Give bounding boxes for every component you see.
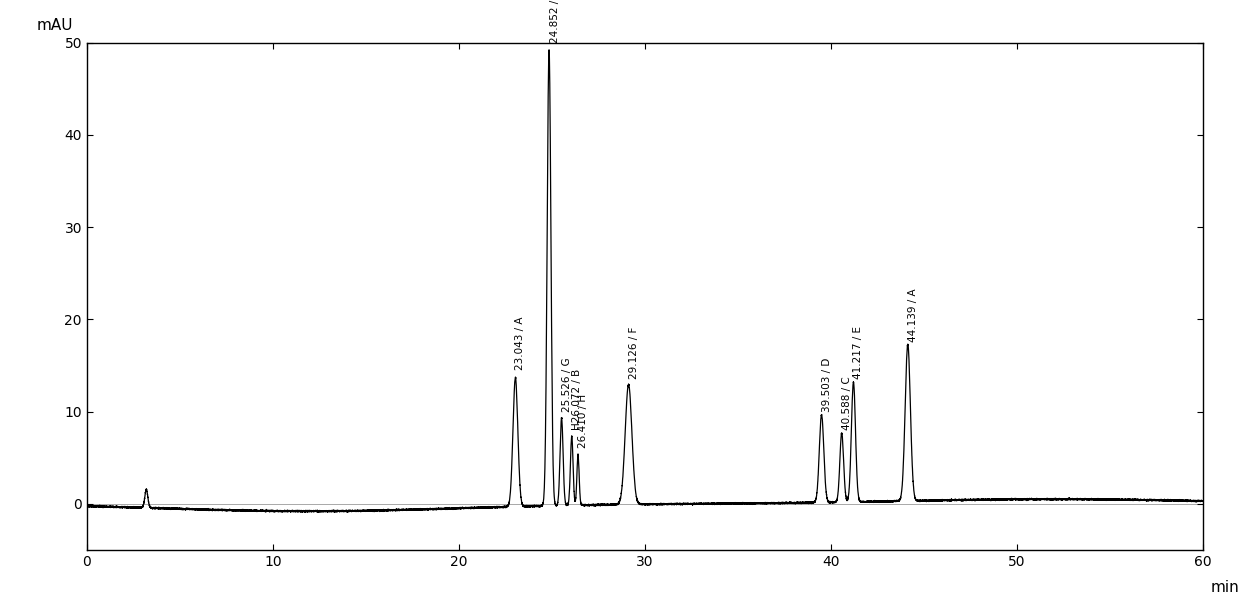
Text: 40.588 / C: 40.588 / C xyxy=(842,376,852,430)
Text: H26.072 / B: H26.072 / B xyxy=(572,369,582,430)
Text: mAU: mAU xyxy=(37,18,73,32)
Text: 44.139 / A: 44.139 / A xyxy=(908,289,918,342)
X-axis label: min: min xyxy=(1210,580,1240,595)
Text: 24.852 / G 达格列静: 24.852 / G 达格列静 xyxy=(549,0,559,43)
Text: 23.043 / A: 23.043 / A xyxy=(516,316,526,370)
Text: 41.217 / E: 41.217 / E xyxy=(853,326,863,379)
Text: 26.410 / H: 26.410 / H xyxy=(578,394,588,448)
Text: 29.126 / F: 29.126 / F xyxy=(629,327,639,379)
Text: 39.503 / D: 39.503 / D xyxy=(822,357,832,412)
Text: 25.526 / G: 25.526 / G xyxy=(562,357,572,412)
